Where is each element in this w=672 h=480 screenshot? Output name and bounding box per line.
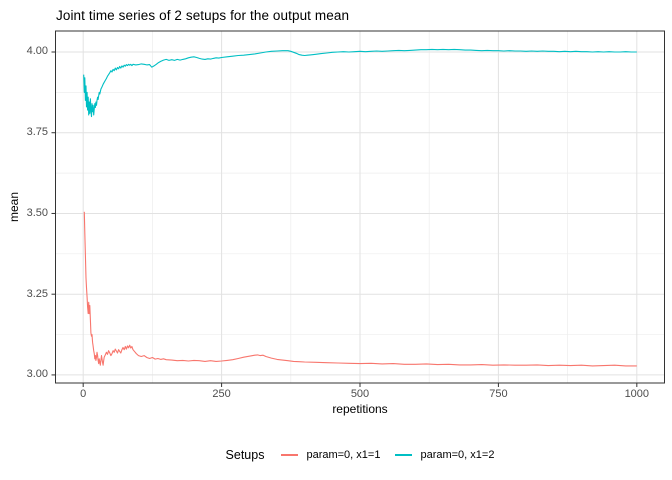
legend-item-label: param=0, x1=1 xyxy=(306,449,381,461)
y-tick-label: 3.75 xyxy=(26,126,48,139)
x-tick-label: 1000 xyxy=(624,388,650,400)
legend-item-label: param=0, x1=2 xyxy=(420,449,495,461)
x-tick-label: 500 xyxy=(350,388,370,400)
x-axis-title: repetitions xyxy=(332,402,388,416)
legend-item-setup1: param=0, x1=1 xyxy=(281,449,380,461)
y-tick-label: 4.00 xyxy=(26,45,48,58)
y-tick-label: 3.25 xyxy=(26,287,48,300)
legend-key-line-teal xyxy=(395,454,413,456)
x-tick-label: 750 xyxy=(489,388,508,400)
panel-border xyxy=(55,30,665,384)
series-line-0 xyxy=(83,211,637,367)
legend: Setups param=0, x1=1 param=0, x1=2 xyxy=(55,444,665,466)
legend-item-setup2: param=0, x1=2 xyxy=(395,449,494,461)
y-axis-title: mean xyxy=(7,191,21,223)
legend-title: Setups xyxy=(225,448,265,462)
chart-title: Joint time series of 2 setups for the ou… xyxy=(56,8,350,23)
y-tick-label: 3.00 xyxy=(26,368,48,381)
legend-key-line-red xyxy=(281,454,299,456)
x-tick-label: 0 xyxy=(80,388,87,400)
y-tick-label: 3.50 xyxy=(26,206,48,219)
x-tick-label: 250 xyxy=(212,388,231,400)
series-line-1 xyxy=(83,48,637,118)
